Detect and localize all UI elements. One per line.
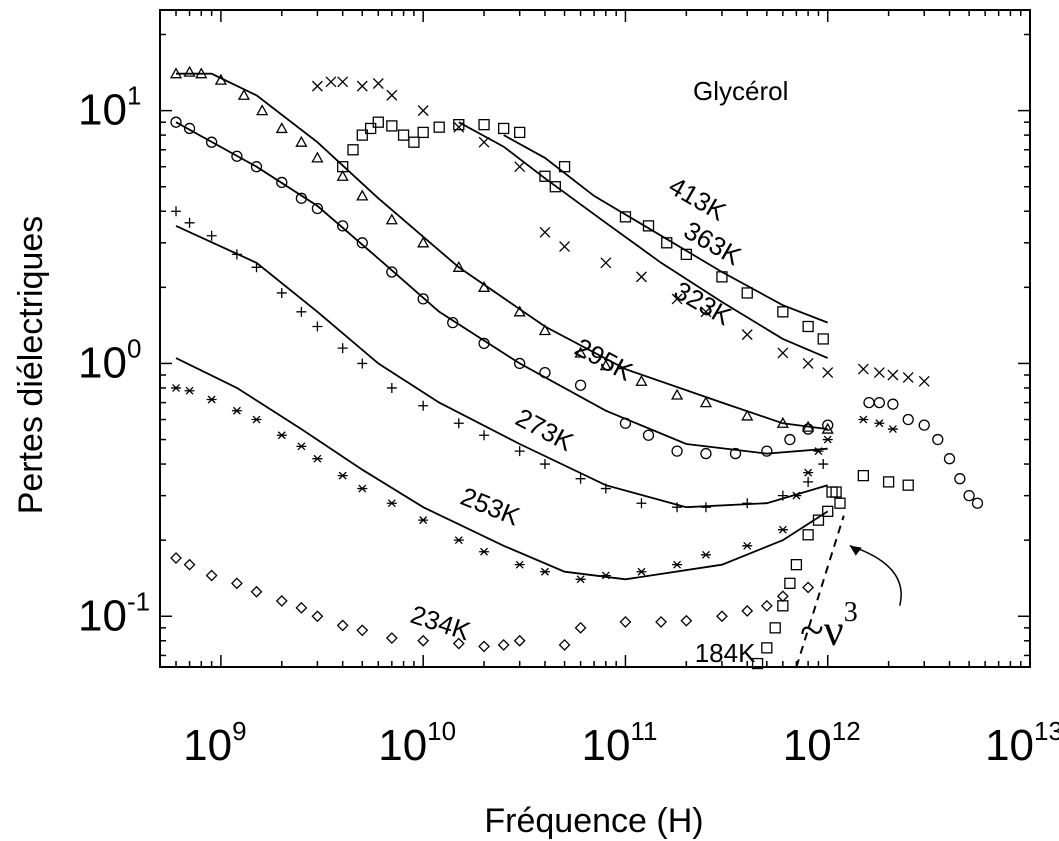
chart-title: Glycérol xyxy=(693,76,788,106)
y-axis-label: Pertes diélectriques xyxy=(12,216,50,515)
x-tick-label: 1012 xyxy=(783,716,861,770)
x-tick-label: 1011 xyxy=(581,716,657,770)
x-tick-label: 1010 xyxy=(378,716,456,770)
y-tick-label: 10-1 xyxy=(78,586,150,640)
y-tick-label: 100 xyxy=(78,333,141,387)
x-axis-label: Fréquence (H) xyxy=(484,802,703,840)
y-tick-label: 101 xyxy=(78,81,141,135)
x-tick-label: 1013 xyxy=(985,716,1059,770)
x-tick-label: 109 xyxy=(183,716,246,770)
